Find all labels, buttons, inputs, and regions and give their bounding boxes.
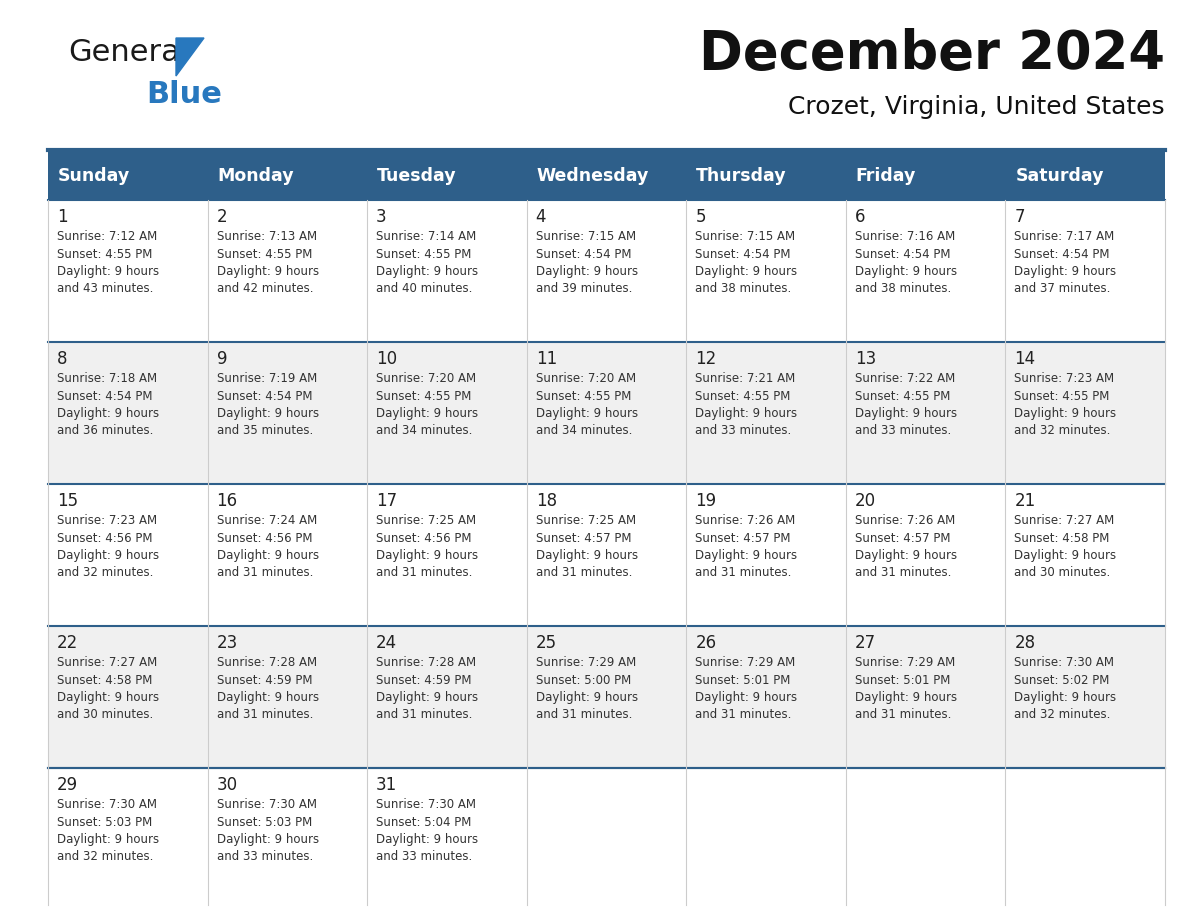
Text: Sunrise: 7:20 AM
Sunset: 4:55 PM
Daylight: 9 hours
and 34 minutes.: Sunrise: 7:20 AM Sunset: 4:55 PM Dayligh…: [377, 372, 479, 438]
Text: 28: 28: [1015, 634, 1036, 652]
Text: Blue: Blue: [146, 80, 222, 109]
Text: Friday: Friday: [855, 167, 916, 185]
Text: General: General: [68, 38, 189, 67]
Text: Sunrise: 7:29 AM
Sunset: 5:01 PM
Daylight: 9 hours
and 31 minutes.: Sunrise: 7:29 AM Sunset: 5:01 PM Dayligh…: [695, 656, 797, 722]
Text: 1: 1: [57, 208, 68, 226]
Text: 6: 6: [855, 208, 865, 226]
Text: Sunrise: 7:16 AM
Sunset: 4:54 PM
Daylight: 9 hours
and 38 minutes.: Sunrise: 7:16 AM Sunset: 4:54 PM Dayligh…: [855, 230, 958, 296]
Text: Sunrise: 7:14 AM
Sunset: 4:55 PM
Daylight: 9 hours
and 40 minutes.: Sunrise: 7:14 AM Sunset: 4:55 PM Dayligh…: [377, 230, 479, 296]
Text: Sunrise: 7:20 AM
Sunset: 4:55 PM
Daylight: 9 hours
and 34 minutes.: Sunrise: 7:20 AM Sunset: 4:55 PM Dayligh…: [536, 372, 638, 438]
Text: Sunrise: 7:30 AM
Sunset: 5:02 PM
Daylight: 9 hours
and 32 minutes.: Sunrise: 7:30 AM Sunset: 5:02 PM Dayligh…: [1015, 656, 1117, 722]
Text: 14: 14: [1015, 350, 1036, 368]
Text: 24: 24: [377, 634, 397, 652]
Bar: [48, 768, 1165, 905]
Polygon shape: [176, 38, 204, 76]
Text: 16: 16: [216, 492, 238, 510]
Text: Sunrise: 7:28 AM
Sunset: 4:59 PM
Daylight: 9 hours
and 31 minutes.: Sunrise: 7:28 AM Sunset: 4:59 PM Dayligh…: [216, 656, 318, 722]
Text: Sunrise: 7:13 AM
Sunset: 4:55 PM
Daylight: 9 hours
and 42 minutes.: Sunrise: 7:13 AM Sunset: 4:55 PM Dayligh…: [216, 230, 318, 296]
Text: Sunrise: 7:29 AM
Sunset: 5:01 PM
Daylight: 9 hours
and 31 minutes.: Sunrise: 7:29 AM Sunset: 5:01 PM Dayligh…: [855, 656, 958, 722]
Text: 25: 25: [536, 634, 557, 652]
Text: Sunrise: 7:30 AM
Sunset: 5:03 PM
Daylight: 9 hours
and 33 minutes.: Sunrise: 7:30 AM Sunset: 5:03 PM Dayligh…: [216, 798, 318, 864]
Text: Crozet, Virginia, United States: Crozet, Virginia, United States: [789, 95, 1165, 119]
Text: 29: 29: [57, 776, 78, 794]
Text: Sunrise: 7:27 AM
Sunset: 4:58 PM
Daylight: 9 hours
and 30 minutes.: Sunrise: 7:27 AM Sunset: 4:58 PM Dayligh…: [57, 656, 159, 722]
Bar: [48, 342, 1165, 484]
Text: 7: 7: [1015, 208, 1025, 226]
Bar: [48, 484, 1165, 626]
Text: 2: 2: [216, 208, 227, 226]
Text: 21: 21: [1015, 492, 1036, 510]
Text: Sunrise: 7:28 AM
Sunset: 4:59 PM
Daylight: 9 hours
and 31 minutes.: Sunrise: 7:28 AM Sunset: 4:59 PM Dayligh…: [377, 656, 479, 722]
Text: 30: 30: [216, 776, 238, 794]
Text: 11: 11: [536, 350, 557, 368]
Text: Sunrise: 7:23 AM
Sunset: 4:56 PM
Daylight: 9 hours
and 32 minutes.: Sunrise: 7:23 AM Sunset: 4:56 PM Dayligh…: [57, 514, 159, 579]
Text: Sunrise: 7:19 AM
Sunset: 4:54 PM
Daylight: 9 hours
and 35 minutes.: Sunrise: 7:19 AM Sunset: 4:54 PM Dayligh…: [216, 372, 318, 438]
Text: Wednesday: Wednesday: [537, 167, 649, 185]
Text: Sunrise: 7:24 AM
Sunset: 4:56 PM
Daylight: 9 hours
and 31 minutes.: Sunrise: 7:24 AM Sunset: 4:56 PM Dayligh…: [216, 514, 318, 579]
Text: 19: 19: [695, 492, 716, 510]
Text: 18: 18: [536, 492, 557, 510]
Text: December 2024: December 2024: [699, 28, 1165, 80]
Text: 20: 20: [855, 492, 876, 510]
Text: Sunrise: 7:12 AM
Sunset: 4:55 PM
Daylight: 9 hours
and 43 minutes.: Sunrise: 7:12 AM Sunset: 4:55 PM Dayligh…: [57, 230, 159, 296]
Text: Tuesday: Tuesday: [377, 167, 456, 185]
Text: Sunday: Sunday: [58, 167, 131, 185]
Text: 15: 15: [57, 492, 78, 510]
Text: 4: 4: [536, 208, 546, 226]
Text: 31: 31: [377, 776, 398, 794]
Text: Sunrise: 7:22 AM
Sunset: 4:55 PM
Daylight: 9 hours
and 33 minutes.: Sunrise: 7:22 AM Sunset: 4:55 PM Dayligh…: [855, 372, 958, 438]
Text: 9: 9: [216, 350, 227, 368]
Text: 12: 12: [695, 350, 716, 368]
Text: Sunrise: 7:30 AM
Sunset: 5:03 PM
Daylight: 9 hours
and 32 minutes.: Sunrise: 7:30 AM Sunset: 5:03 PM Dayligh…: [57, 798, 159, 864]
Text: Sunrise: 7:23 AM
Sunset: 4:55 PM
Daylight: 9 hours
and 32 minutes.: Sunrise: 7:23 AM Sunset: 4:55 PM Dayligh…: [1015, 372, 1117, 438]
Text: 8: 8: [57, 350, 68, 368]
Text: 13: 13: [855, 350, 876, 368]
Text: Sunrise: 7:21 AM
Sunset: 4:55 PM
Daylight: 9 hours
and 33 minutes.: Sunrise: 7:21 AM Sunset: 4:55 PM Dayligh…: [695, 372, 797, 438]
Text: Sunrise: 7:30 AM
Sunset: 5:04 PM
Daylight: 9 hours
and 33 minutes.: Sunrise: 7:30 AM Sunset: 5:04 PM Dayligh…: [377, 798, 479, 864]
Text: Sunrise: 7:15 AM
Sunset: 4:54 PM
Daylight: 9 hours
and 38 minutes.: Sunrise: 7:15 AM Sunset: 4:54 PM Dayligh…: [695, 230, 797, 296]
Text: Sunrise: 7:25 AM
Sunset: 4:57 PM
Daylight: 9 hours
and 31 minutes.: Sunrise: 7:25 AM Sunset: 4:57 PM Dayligh…: [536, 514, 638, 579]
Text: 3: 3: [377, 208, 387, 226]
Text: 17: 17: [377, 492, 397, 510]
Text: Sunrise: 7:18 AM
Sunset: 4:54 PM
Daylight: 9 hours
and 36 minutes.: Sunrise: 7:18 AM Sunset: 4:54 PM Dayligh…: [57, 372, 159, 438]
Text: Sunrise: 7:25 AM
Sunset: 4:56 PM
Daylight: 9 hours
and 31 minutes.: Sunrise: 7:25 AM Sunset: 4:56 PM Dayligh…: [377, 514, 479, 579]
Text: Saturday: Saturday: [1016, 167, 1104, 185]
Text: Sunrise: 7:29 AM
Sunset: 5:00 PM
Daylight: 9 hours
and 31 minutes.: Sunrise: 7:29 AM Sunset: 5:00 PM Dayligh…: [536, 656, 638, 722]
Bar: [48, 152, 1165, 200]
Text: 22: 22: [57, 634, 78, 652]
Text: Sunrise: 7:17 AM
Sunset: 4:54 PM
Daylight: 9 hours
and 37 minutes.: Sunrise: 7:17 AM Sunset: 4:54 PM Dayligh…: [1015, 230, 1117, 296]
Text: 26: 26: [695, 634, 716, 652]
Text: 27: 27: [855, 634, 876, 652]
Text: Sunrise: 7:15 AM
Sunset: 4:54 PM
Daylight: 9 hours
and 39 minutes.: Sunrise: 7:15 AM Sunset: 4:54 PM Dayligh…: [536, 230, 638, 296]
Bar: [48, 626, 1165, 768]
Bar: [48, 200, 1165, 342]
Text: Sunrise: 7:27 AM
Sunset: 4:58 PM
Daylight: 9 hours
and 30 minutes.: Sunrise: 7:27 AM Sunset: 4:58 PM Dayligh…: [1015, 514, 1117, 579]
Text: 23: 23: [216, 634, 238, 652]
Text: 10: 10: [377, 350, 397, 368]
Text: Thursday: Thursday: [696, 167, 786, 185]
Text: 5: 5: [695, 208, 706, 226]
Text: Monday: Monday: [217, 167, 295, 185]
Text: Sunrise: 7:26 AM
Sunset: 4:57 PM
Daylight: 9 hours
and 31 minutes.: Sunrise: 7:26 AM Sunset: 4:57 PM Dayligh…: [855, 514, 958, 579]
Text: Sunrise: 7:26 AM
Sunset: 4:57 PM
Daylight: 9 hours
and 31 minutes.: Sunrise: 7:26 AM Sunset: 4:57 PM Dayligh…: [695, 514, 797, 579]
